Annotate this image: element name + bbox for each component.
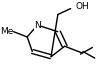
Text: OH: OH (76, 2, 89, 11)
Text: Me: Me (0, 27, 14, 36)
Text: N: N (34, 21, 41, 30)
